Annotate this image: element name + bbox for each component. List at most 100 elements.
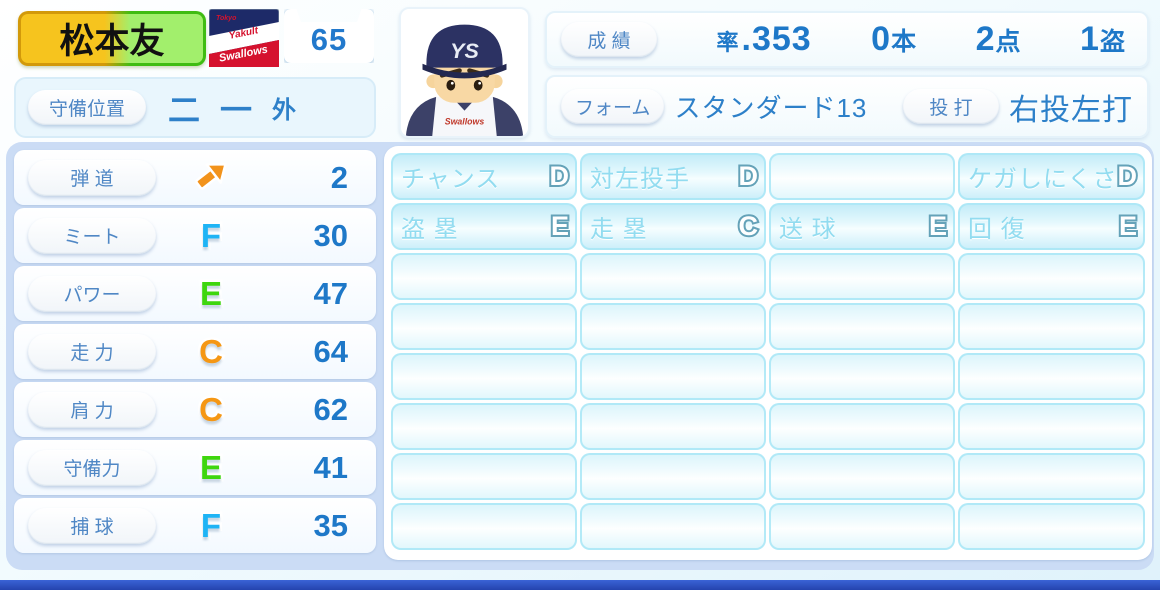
position-values: 二 一 外 xyxy=(168,85,296,131)
stolen-bases: 1 盗 xyxy=(1080,20,1125,59)
position-sub-2: 外 xyxy=(272,97,297,124)
ability-grade-letter: E xyxy=(549,211,571,242)
stat-value: 41 xyxy=(313,449,348,485)
record-label-pill: 成 績 xyxy=(561,22,657,57)
ability-grade-letter: D xyxy=(737,161,760,192)
basic-stats-panel: 弾 道 2 ミート F 30 パワー E 47 走 力 C 64 肩 力 C 6… xyxy=(14,150,376,556)
ability-cell-empty xyxy=(391,453,577,500)
ability-cell-vs-lefty: 対左投手 D xyxy=(579,153,766,200)
ability-cell-empty xyxy=(957,453,1145,500)
stat-row-power: パワー E 47 xyxy=(14,266,376,321)
logo-tokyo-text: Tokyo xyxy=(216,15,237,22)
stat-value: 30 xyxy=(313,217,348,253)
stat-row-trajectory: 弾 道 2 xyxy=(14,150,376,205)
hr-suffix: 本 xyxy=(891,28,917,56)
stat-row-arm: 肩 力 C 62 xyxy=(14,382,376,437)
stat-value: 62 xyxy=(313,391,348,427)
ability-grade-letter: E xyxy=(927,211,949,242)
form-panel: フォーム スタンダード13 投 打 右投左打 xyxy=(545,75,1149,138)
ability-cell-empty xyxy=(768,503,955,550)
grade-letter: F xyxy=(198,217,223,255)
ability-cell-empty xyxy=(391,353,577,400)
ability-grade-letter: C xyxy=(737,211,760,242)
form-label-pill: フォーム xyxy=(561,89,665,124)
form-value: スタンダード13 xyxy=(674,93,868,123)
stat-row-fielding: 守備力 E 41 xyxy=(14,440,376,495)
ability-cell-empty xyxy=(957,403,1145,450)
ability-cell-baserunning: 走 塁 C xyxy=(579,203,766,250)
position-sub-1: 一 xyxy=(220,91,253,128)
stat-row-catching: 捕 球 F 35 xyxy=(14,498,376,553)
stat-value: 64 xyxy=(313,333,348,369)
ability-cell-empty xyxy=(768,303,955,350)
grade-letter: E xyxy=(197,449,224,487)
special-abilities-panel: チャンス D 対左投手 D ケガしにくさ D 盗 塁 E 走 塁 C 送 球 E… xyxy=(384,146,1152,560)
ability-cell-empty xyxy=(957,503,1145,550)
rbi-value: 2 xyxy=(975,20,996,58)
grade-letter: F xyxy=(198,507,223,545)
ability-cell-empty xyxy=(391,253,577,300)
grade-letter: C xyxy=(197,391,226,429)
svg-text:Swallows: Swallows xyxy=(445,116,485,126)
player-nameplate: 松本友 xyxy=(18,11,206,66)
ability-grade-letter: E xyxy=(1117,211,1139,242)
batting-average: 率 .353 xyxy=(716,20,811,59)
stat-label-pill: パワー xyxy=(28,275,156,312)
position-panel: 守備位置 二 一 外 xyxy=(14,77,376,138)
ability-cell-empty xyxy=(579,453,766,500)
swallows-logo-icon: Tokyo Yakult Swallows xyxy=(208,8,280,68)
stat-label-pill: 肩 力 xyxy=(28,391,156,428)
ability-cell-empty xyxy=(579,303,766,350)
stat-row-contact: ミート F 30 xyxy=(14,208,376,263)
team-logo-icon: Tokyo Yakult Swallows xyxy=(208,8,280,68)
stat-value: 2 xyxy=(330,159,348,195)
home-runs: 0 本 xyxy=(871,20,916,59)
stat-label-pill: 弾 道 xyxy=(28,159,156,196)
ability-cell-chance: チャンス D xyxy=(391,153,577,200)
ability-cell-empty xyxy=(579,503,766,550)
position-label-pill: 守備位置 xyxy=(28,90,146,125)
ability-cell-recovery: 回 復 E xyxy=(957,203,1145,250)
ability-cell-empty xyxy=(579,403,766,450)
uniform-number: 65 xyxy=(310,22,348,57)
bottom-accent-bar xyxy=(0,580,1160,590)
player-portrait: Swallows YS xyxy=(399,7,530,138)
trajectory-arrow-icon xyxy=(156,156,266,199)
ability-cell-empty xyxy=(768,153,955,200)
hr-value: 0 xyxy=(871,20,892,58)
ability-cell-stealing: 盗 塁 E xyxy=(391,203,577,250)
ability-cell-empty xyxy=(768,353,955,400)
ability-cell-empty xyxy=(957,303,1145,350)
ability-cell-empty xyxy=(391,503,577,550)
ability-grade-letter: D xyxy=(1116,161,1139,192)
ability-cell-empty xyxy=(957,353,1145,400)
stat-value: 35 xyxy=(313,507,348,543)
record-panel: 成 績 率 .353 0 本 2 点 1 盗 xyxy=(545,11,1149,68)
svg-text:YS: YS xyxy=(450,39,479,63)
sb-value: 1 xyxy=(1080,20,1100,58)
uniform-number-badge: 65 xyxy=(284,9,374,63)
stat-label-pill: ミート xyxy=(28,217,156,254)
stat-value: 47 xyxy=(313,275,348,311)
special-ability-grid: チャンス D 対左投手 D ケガしにくさ D 盗 塁 E 走 塁 C 送 球 E… xyxy=(391,153,1145,553)
player-name: 松本友 xyxy=(21,14,203,63)
ability-cell-empty xyxy=(579,253,766,300)
position-main: 二 xyxy=(168,91,201,128)
stat-label-pill: 走 力 xyxy=(28,333,156,370)
stat-label-pill: 守備力 xyxy=(28,449,156,486)
grade-letter: C xyxy=(197,333,226,371)
ability-cell-empty xyxy=(957,253,1145,300)
ability-cell-throwing: 送 球 E xyxy=(768,203,955,250)
ability-cell-empty xyxy=(391,303,577,350)
throw-bat-label-pill: 投 打 xyxy=(903,89,999,124)
ability-cell-injury-resistance: ケガしにくさ D xyxy=(957,153,1145,200)
ability-cell-empty xyxy=(579,353,766,400)
ability-cell-empty xyxy=(768,403,955,450)
sb-suffix: 盗 xyxy=(1099,28,1125,56)
stat-label-pill: 捕 球 xyxy=(28,507,156,544)
grade-letter: E xyxy=(197,275,224,313)
ability-cell-empty xyxy=(768,453,955,500)
stat-row-speed: 走 力 C 64 xyxy=(14,324,376,379)
rbi: 2 点 xyxy=(976,20,1021,59)
avg-value: .353 xyxy=(741,20,812,58)
